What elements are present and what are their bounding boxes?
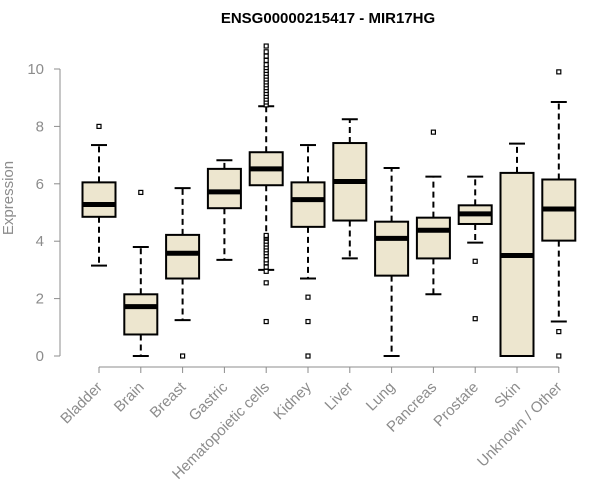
chart-title: ENSG00000215417 - MIR17HG xyxy=(221,10,435,27)
boxes xyxy=(81,43,577,359)
x-tick-label: Kidney xyxy=(270,378,315,423)
box-iqr xyxy=(165,233,201,280)
x-tick-label: Breast xyxy=(147,378,190,421)
box-group xyxy=(415,129,451,296)
box-iqr xyxy=(290,181,326,228)
x-tick-label: Bladder xyxy=(57,379,106,428)
box-iqr xyxy=(206,167,242,210)
box-group xyxy=(165,187,201,359)
y-axis-label: Expression xyxy=(0,161,17,235)
outlier-point xyxy=(180,353,186,359)
y-tick-label: 4 xyxy=(36,233,44,250)
y-tick-label: 10 xyxy=(27,61,44,78)
outlier-point xyxy=(305,318,311,325)
outlier-point xyxy=(556,329,562,335)
box-iqr xyxy=(415,216,451,260)
outlier-point xyxy=(556,353,562,359)
y-tick-label: 8 xyxy=(36,118,44,135)
outlier-point xyxy=(96,123,102,130)
box-group xyxy=(332,118,368,260)
outlier-point xyxy=(263,257,269,263)
y-tick-label: 6 xyxy=(36,176,44,193)
outlier-point xyxy=(263,264,269,270)
y-axis: 0 2 4 6 8 10 xyxy=(27,61,61,365)
box-iqr xyxy=(499,171,535,357)
box-group xyxy=(290,144,326,359)
box-iqr xyxy=(81,181,117,218)
outlier-point xyxy=(430,129,436,135)
y-tick-label: 0 xyxy=(36,348,44,365)
outlier-point xyxy=(263,280,269,286)
outlier-point xyxy=(472,258,478,264)
box-iqr xyxy=(123,293,159,336)
outlier-point xyxy=(305,294,311,300)
outlier-point xyxy=(263,232,269,239)
box-group xyxy=(457,175,493,322)
x-tick-label: Skin xyxy=(491,379,524,412)
box-group xyxy=(81,123,117,267)
box-group xyxy=(206,159,242,261)
outlier-point xyxy=(263,49,269,55)
outlier-point xyxy=(556,69,562,75)
outlier-point xyxy=(138,189,144,196)
outlier-point xyxy=(263,62,269,68)
box-group xyxy=(123,189,159,357)
outlier-point xyxy=(472,316,478,322)
box-group xyxy=(541,69,577,359)
x-tick-label: Lung xyxy=(363,379,399,415)
x-tick-label: Prostate xyxy=(430,379,482,431)
box-group xyxy=(248,43,284,325)
x-tick-label: Brain xyxy=(111,379,148,416)
box-group xyxy=(499,142,535,357)
outlier-point xyxy=(263,318,269,325)
outlier-point xyxy=(263,43,269,49)
box-iqr xyxy=(374,220,410,277)
y-tick-label: 2 xyxy=(36,291,44,308)
outlier-point xyxy=(305,353,311,359)
box-group xyxy=(374,167,410,357)
outlier-point xyxy=(263,53,269,59)
outlier-point xyxy=(263,57,269,63)
x-tick-label: Liver xyxy=(322,379,357,414)
outlier-point xyxy=(263,268,269,274)
